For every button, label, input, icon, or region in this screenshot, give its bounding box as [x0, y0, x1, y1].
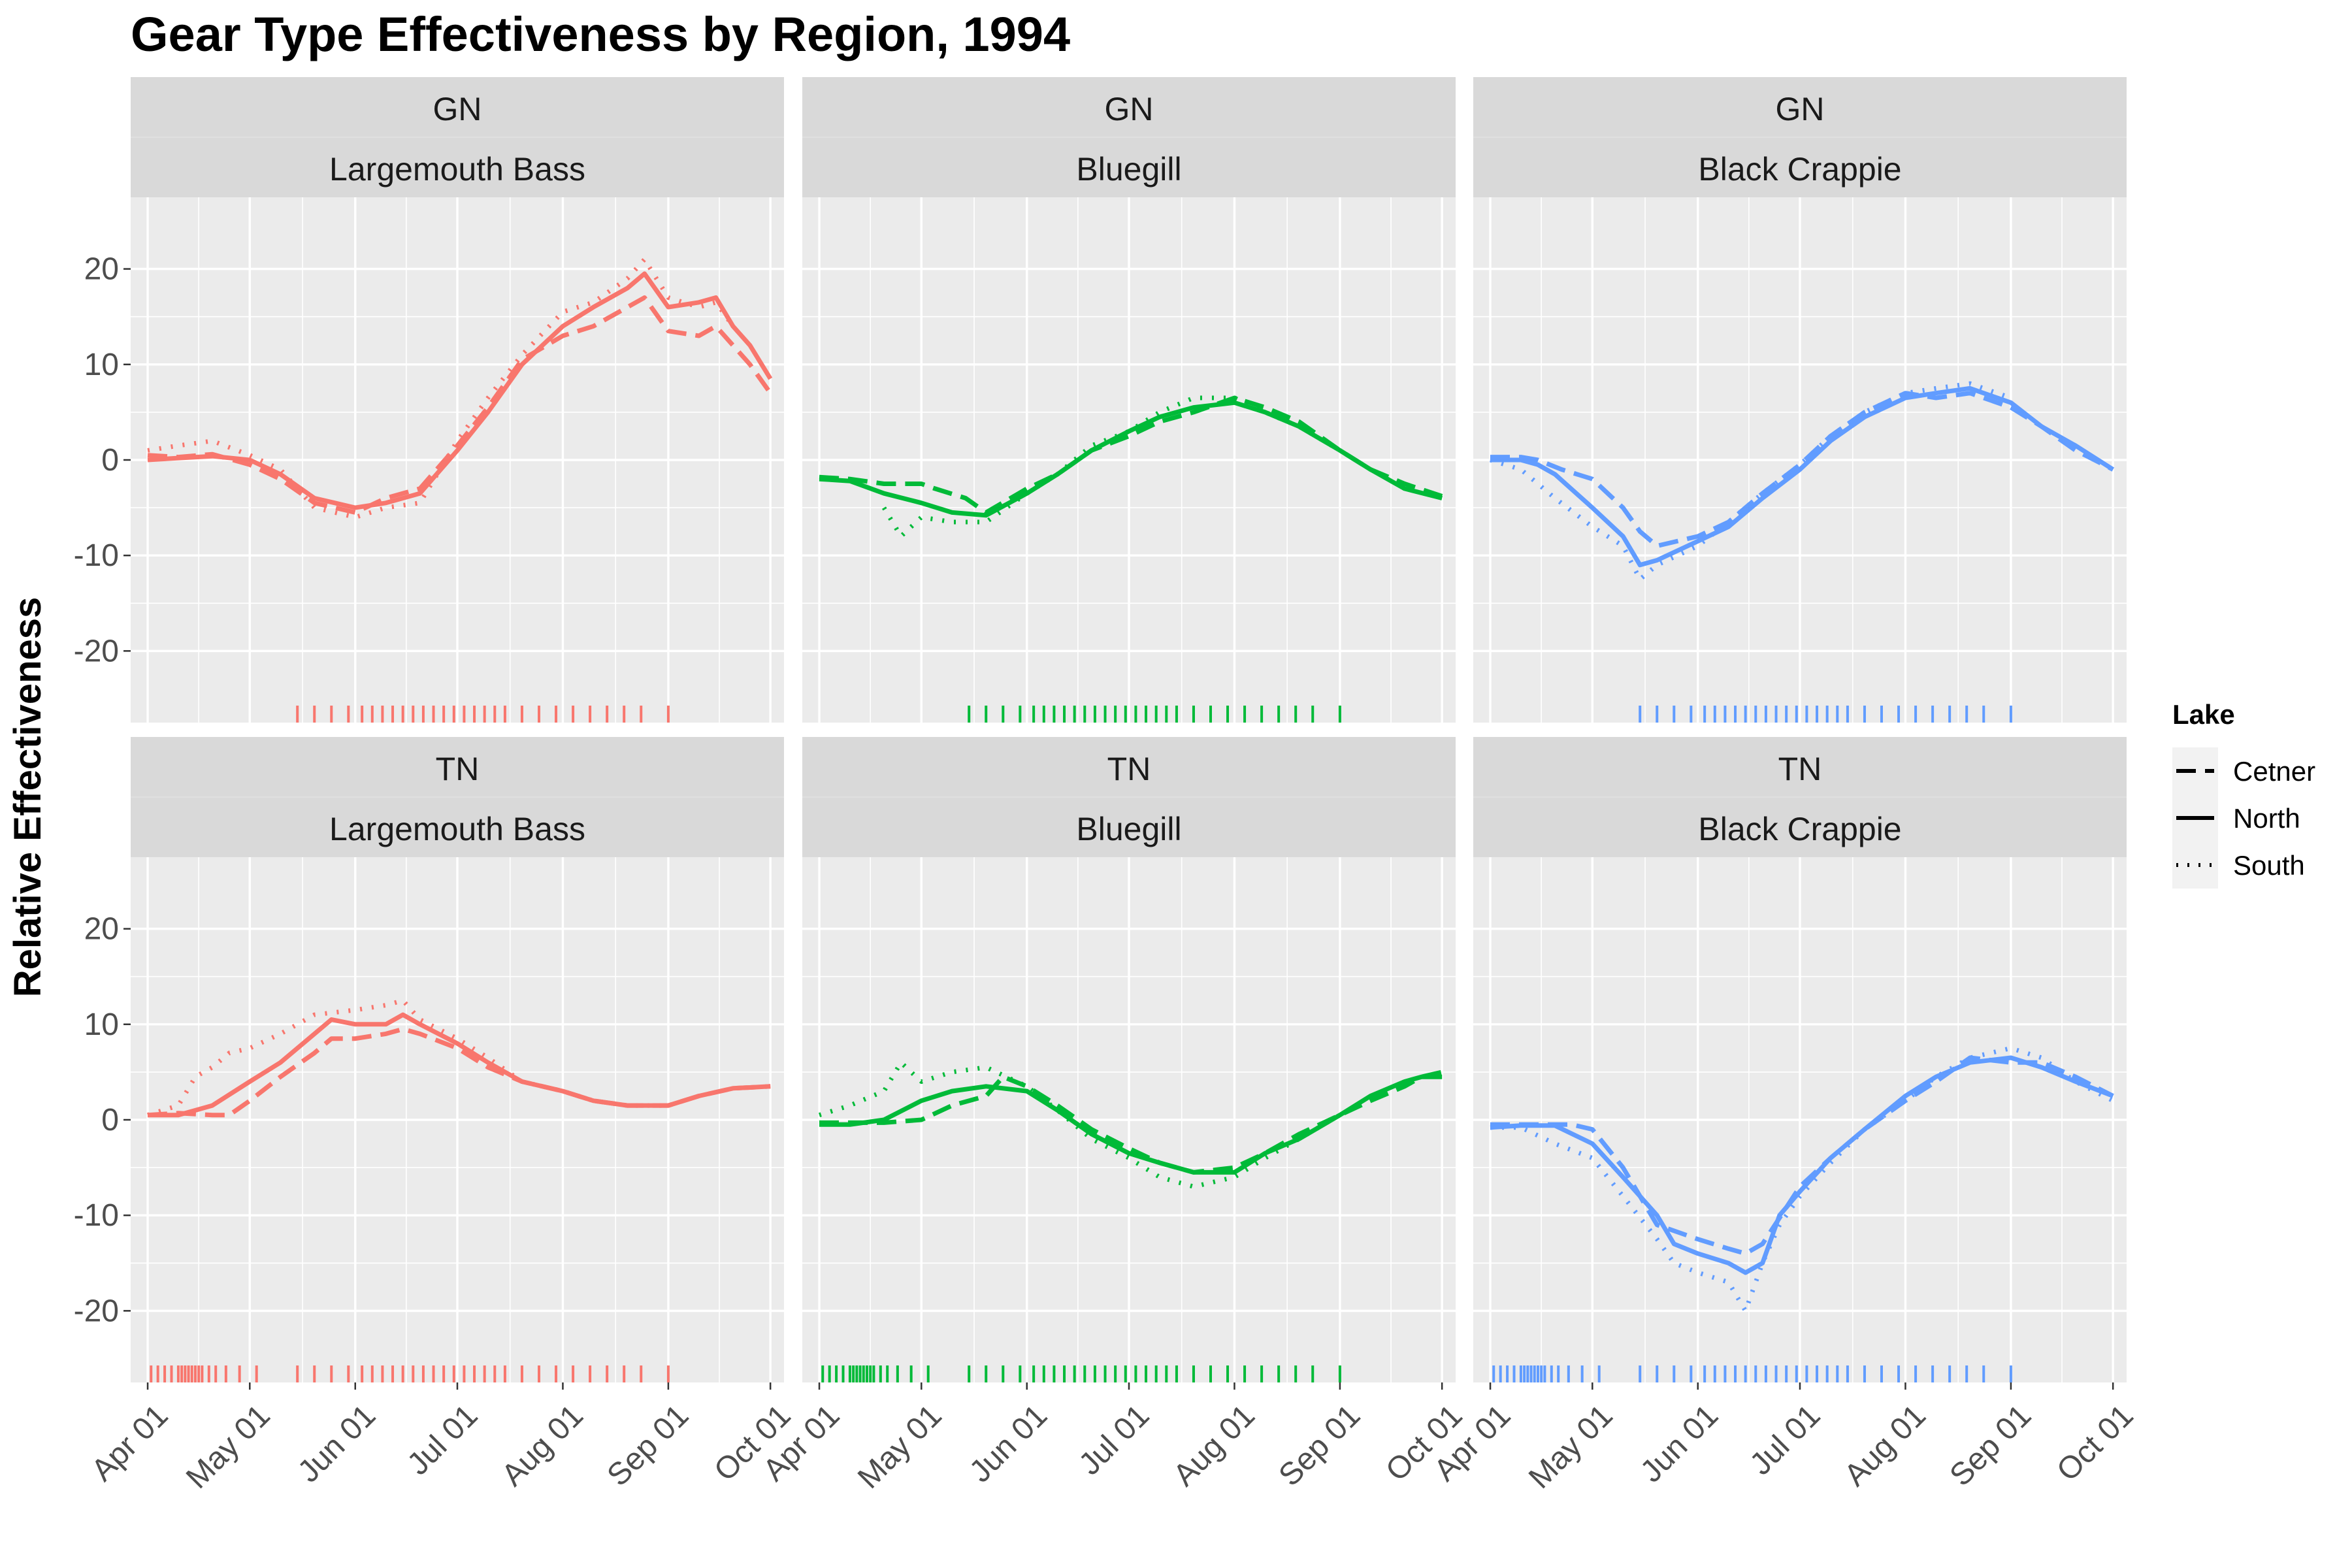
strip-label-species: Black Crappie	[1698, 811, 1901, 847]
series-line-cetner	[147, 1026, 771, 1118]
y-axis-title: Relative Effectiveness	[7, 597, 49, 998]
legend-title: Lake	[2172, 699, 2235, 730]
strip-label-gear: GN	[1776, 91, 1825, 127]
y-tick-label: 20	[84, 252, 119, 287]
y-tick-label: -20	[74, 634, 119, 668]
strip-label-gear: GN	[433, 91, 482, 127]
series-line-cetner	[819, 395, 1443, 515]
series-line-cetner	[1490, 1055, 2114, 1256]
strip-label-species: Largemouth Bass	[329, 151, 585, 188]
series-line-north	[819, 400, 1443, 518]
series-line-cetner	[1490, 391, 2114, 549]
strip-label-gear: TN	[436, 751, 480, 787]
series-line-north	[1490, 385, 2115, 568]
strip-label-gear: TN	[1107, 751, 1151, 787]
chart-title: Gear Type Effectiveness by Region, 1994	[131, 7, 1070, 61]
legend-label-cetner: Cetner	[2233, 756, 2315, 787]
legend-label-south: South	[2233, 850, 2305, 881]
panel-gn-bluegill: GN Bluegill	[802, 77, 1456, 723]
strip-label-species: Black Crappie	[1698, 151, 1901, 188]
legend: Lake Cetner North South	[2172, 699, 2315, 889]
strip-label-species: Bluegill	[1076, 151, 1181, 188]
y-tick-label: -10	[74, 538, 119, 573]
y-tick-label: 20	[84, 912, 119, 947]
y-tick-label: -20	[74, 1294, 119, 1328]
panel-gn-black-crappie: GN Black Crappie	[1473, 77, 2127, 723]
strip-label-species: Bluegill	[1076, 811, 1181, 847]
legend-label-north: North	[2233, 803, 2300, 834]
panel-gn-largemouth-bass: GN Largemouth Bass -20 -10 0 10 20	[74, 77, 784, 723]
strip-label-gear: GN	[1105, 91, 1154, 127]
series-line-cetner	[147, 295, 773, 515]
y-tick-label: 10	[84, 348, 119, 382]
y-tick-label: 10	[84, 1007, 119, 1042]
y-tick-label: 0	[101, 1103, 119, 1137]
series-line-south	[881, 395, 1341, 539]
series-line-north	[147, 271, 773, 510]
series-line-cetner	[819, 1070, 1443, 1175]
strip-label-gear: TN	[1778, 751, 1822, 787]
y-tick-label: 0	[101, 443, 119, 478]
y-tick-label: -10	[74, 1198, 119, 1233]
strip-label-species: Largemouth Bass	[329, 811, 585, 847]
